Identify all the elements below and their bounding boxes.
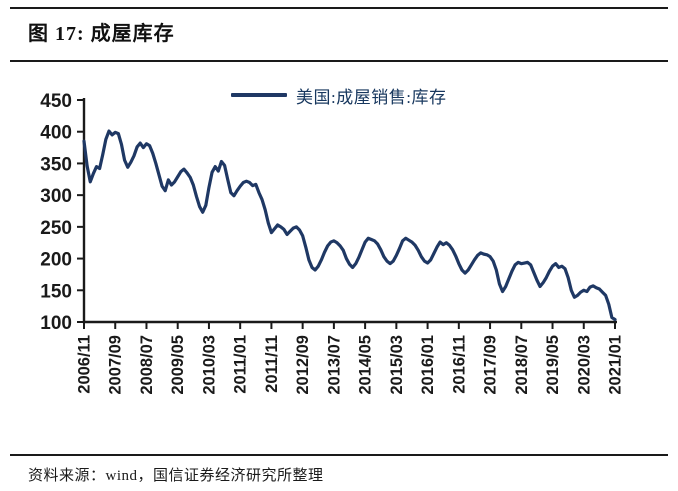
- footer-divider: [10, 454, 668, 456]
- y-axis-label: 400: [40, 123, 72, 144]
- x-axis-label: 2010/03: [200, 335, 218, 395]
- title-divider: [10, 60, 668, 62]
- y-axis-label: 300: [40, 186, 72, 207]
- axes: [82, 98, 617, 324]
- x-axis-label: 2021/01: [607, 335, 625, 395]
- x-axis-label: 2014/05: [357, 335, 375, 395]
- y-axis-label: 350: [40, 154, 72, 175]
- x-axis-label: 2020/03: [575, 335, 593, 395]
- x-axis-label: 2019/05: [544, 335, 562, 395]
- y-axis-label: 250: [40, 218, 72, 239]
- x-axis-label: 2011/11: [263, 335, 281, 393]
- x-axis-label: 2017/09: [482, 335, 500, 395]
- y-axis-label: 150: [40, 281, 72, 302]
- x-axis-label: 2016/11: [450, 335, 468, 394]
- x-axis-label: 2013/07: [325, 335, 343, 395]
- x-axis-label: 2012/09: [294, 335, 312, 395]
- x-axis-label: 2015/03: [388, 335, 406, 395]
- y-axis-label: 450: [40, 91, 72, 112]
- figure-title: 图 17: 成屋库存: [28, 23, 175, 45]
- legend-line-swatch: [231, 93, 287, 97]
- x-axis-label: 2011/01: [232, 335, 250, 394]
- x-axis-label: 2009/05: [169, 335, 187, 395]
- x-axis-label: 2018/07: [513, 335, 531, 395]
- source-note: 资料来源：wind，国信证券经济研究所整理: [28, 468, 324, 484]
- x-axis-label: 2008/07: [138, 335, 156, 395]
- top-divider: [10, 7, 668, 9]
- y-axis-label: 100: [40, 313, 72, 334]
- inventory-line: [82, 129, 617, 322]
- x-axis-label: 2016/01: [419, 335, 437, 395]
- x-axis-label: 2006/11: [76, 335, 94, 394]
- x-axis-label: 2007/09: [107, 335, 125, 395]
- y-axis-label: 200: [40, 250, 72, 271]
- legend-label: 美国:成屋销售:库存: [296, 87, 447, 107]
- chart-legend: 美国:成屋销售:库存: [231, 85, 447, 107]
